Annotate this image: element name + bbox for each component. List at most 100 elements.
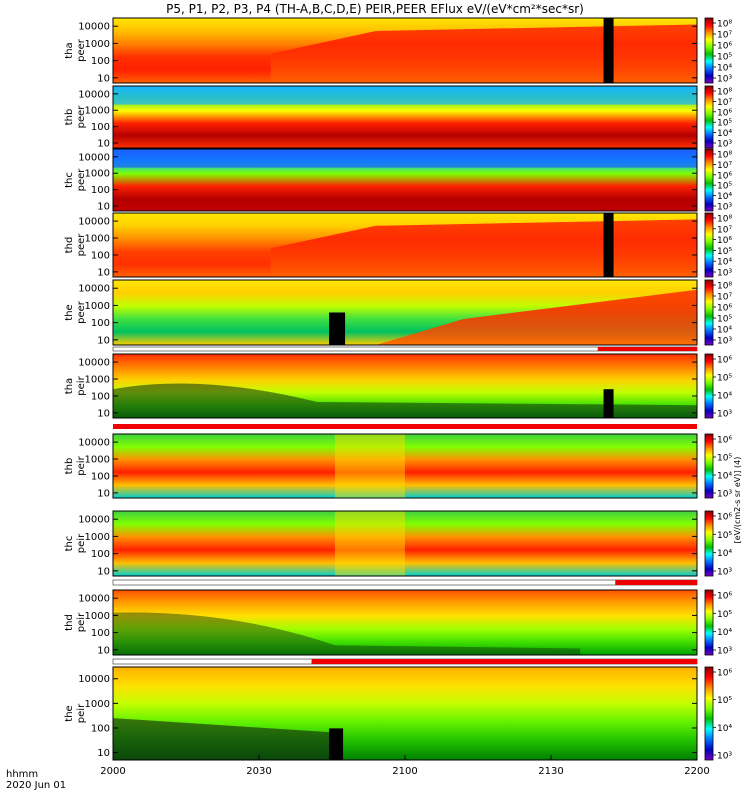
tha-peir-label-species: peir (76, 375, 87, 395)
x-tick-label: 2030 (246, 766, 271, 777)
thc-peir-y-tick-label: 10000 (78, 515, 110, 526)
thc-peer-colorbar-tick-label: 10⁴ (717, 192, 732, 202)
tha-peir-colorbar-tick-label: 10⁴ (717, 392, 732, 402)
the-peer-colorbar-tick-label: 10⁶ (717, 304, 732, 314)
thb-peir-y-tick-label: 1000 (85, 455, 110, 466)
tha-peir-y-tick-label: 100 (91, 391, 110, 402)
thb-peer-frame (112, 85, 698, 149)
thb-peer-colorbar (704, 85, 714, 149)
thd-peir-y-tick-label: 100 (91, 628, 110, 639)
thc-peir-colorbar-tick-label: 10⁶ (717, 513, 732, 523)
thd-peir-colorbar (704, 589, 714, 656)
thc-peer-y-tick-label: 100 (91, 185, 110, 196)
thd-peir-y-tick-label: 1000 (85, 611, 110, 622)
thd-peir-y-tick-label: 10000 (78, 594, 110, 605)
thc-peir-y-tick-label: 100 (91, 549, 110, 560)
tha-peer-frame (112, 17, 698, 84)
tha-peer-y-tick-label: 10 (97, 73, 110, 84)
the-peir-colorbar-tick-label: 10⁶ (717, 669, 732, 679)
x-tick-label: 2100 (392, 766, 417, 777)
state-bar-1-active (597, 347, 697, 351)
tha-peir-colorbar-tick-label: 10³ (717, 410, 732, 420)
the-peir-y-tick-label: 1000 (85, 699, 110, 710)
the-peer-y-tick-label: 100 (91, 318, 110, 329)
thd-peir-colorbar-tick-label: 10⁶ (717, 592, 732, 602)
thd-peer-intensity-region (270, 219, 697, 277)
the-peer-colorbar (704, 279, 714, 346)
the-peir-colorbar (704, 666, 714, 761)
tha-peir-colorbar-tick-label: 10⁵ (717, 374, 732, 384)
tha-peer-colorbar-tick-label: 10⁶ (717, 42, 732, 52)
thd-peer-label-species: peer (76, 233, 87, 257)
thb-peer-noise-band (113, 86, 697, 105)
x-tick-label: 2200 (684, 766, 709, 777)
thd-peir-colorbar-tick-label: 10³ (717, 647, 732, 657)
thc-peer-colorbar-tick-label: 10⁵ (717, 182, 732, 192)
the-peir-label-probe: the (64, 705, 75, 721)
state-bar-2 (113, 424, 697, 429)
thb-peir-colorbar (704, 433, 714, 499)
tha-peer-label-species: peer (76, 38, 87, 62)
thc-peir-y-tick-label: 1000 (85, 532, 110, 543)
state-bar-4-active (311, 659, 697, 664)
thc-peir-heatmap (113, 511, 697, 576)
the-peir-colorbar-tick-label: 10⁴ (717, 724, 732, 734)
tha-peir-label-probe: tha (64, 378, 75, 394)
thc-peer-label-species: peer (76, 168, 87, 192)
tha-peir-frame (112, 353, 698, 419)
tha-peer-data-gap (603, 18, 614, 83)
thd-peir-colorbar-tick-label: 10⁴ (717, 628, 732, 638)
thc-peir-colorbar-tick-label: 10⁵ (717, 531, 732, 541)
thd-peer-colorbar-tick-label: 10⁷ (717, 225, 732, 235)
thb-peir-label-species: peir (76, 455, 87, 475)
tha-peer-y-tick-label: 10000 (78, 22, 110, 33)
thb-peer-y-tick-label: 1000 (85, 106, 110, 117)
thb-peir-y-tick-label: 10 (97, 488, 110, 499)
thc-peir-colorbar-tick-label: 10⁴ (717, 549, 732, 559)
the-peer-colorbar-tick-label: 10³ (717, 337, 732, 347)
thc-peer-label-probe: thc (64, 172, 75, 188)
the-peir-label-species: peir (76, 703, 87, 723)
thc-peer-colorbar-tick-label: 10⁶ (717, 171, 732, 181)
the-peer-intensity-region (375, 289, 697, 345)
thd-peer-colorbar-tick-label: 10⁵ (717, 247, 732, 257)
thd-peir-label-probe: thd (64, 614, 75, 631)
the-peer-colorbar-tick-label: 10⁵ (717, 315, 732, 325)
thb-peer-colorbar-tick-label: 10³ (717, 140, 732, 150)
thb-peir-frame (112, 433, 698, 499)
thd-peer-y-tick-label: 1000 (85, 234, 110, 245)
tha-peer-colorbar-tick-label: 10⁸ (717, 20, 732, 30)
thc-peer-y-tick-label: 10 (97, 202, 110, 213)
thb-peir-colorbar-tick-label: 10⁴ (717, 472, 732, 482)
tha-peir-y-tick-label: 10000 (78, 358, 110, 369)
tha-peer-y-tick-label: 100 (91, 56, 110, 67)
the-peir-sparse-region (113, 718, 330, 760)
thc-peer-noise-band (113, 149, 697, 168)
thb-peir-colorbar-tick-label: 10³ (717, 490, 732, 500)
the-peer-frame (112, 279, 698, 346)
thd-peer-colorbar-tick-label: 10⁴ (717, 258, 732, 268)
the-peir-colorbar-tick-label: 10³ (717, 752, 732, 762)
thb-peer-colorbar-tick-label: 10⁵ (717, 119, 732, 129)
the-peer-data-gap (329, 312, 346, 345)
x-tick-label: 2130 (538, 766, 563, 777)
tha-peer-colorbar-tick-label: 10⁷ (717, 31, 732, 41)
thd-peer-colorbar (704, 212, 714, 278)
thb-peer-y-tick-label: 10 (97, 139, 110, 150)
thb-peer-label-species: peer (76, 105, 87, 129)
thb-peer-colorbar-tick-label: 10⁴ (717, 129, 732, 139)
thb-peer-colorbar-tick-label: 10⁶ (717, 108, 732, 118)
tha-peer-colorbar (704, 17, 714, 84)
thb-peir-colorbar-tick-label: 10⁶ (717, 436, 732, 446)
thd-peir-colorbar-tick-label: 10⁵ (717, 610, 732, 620)
thb-peir-colorbar-tick-label: 10⁵ (717, 454, 732, 464)
thd-peer-data-gap (603, 213, 614, 277)
thb-peer-y-tick-label: 100 (91, 122, 110, 133)
thc-peer-colorbar-tick-label: 10⁷ (717, 161, 732, 171)
the-peer-colorbar-tick-label: 10⁴ (717, 326, 732, 336)
the-peer-colorbar-tick-label: 10⁸ (717, 282, 732, 292)
thc-peir-label-probe: thc (64, 536, 75, 552)
state-bar-3 (112, 579, 698, 586)
thb-peer-colorbar-tick-label: 10⁷ (717, 98, 732, 108)
